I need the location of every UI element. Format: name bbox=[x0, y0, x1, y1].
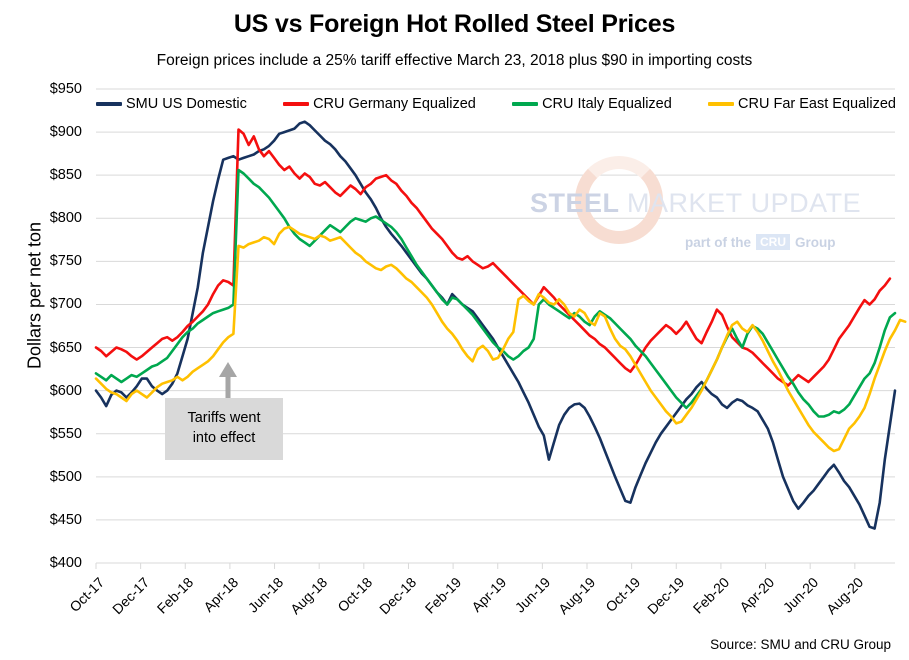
series-line-0 bbox=[94, 120, 897, 530]
y-tick-label: $650 bbox=[49, 339, 82, 356]
y-tick-label: $550 bbox=[49, 425, 82, 442]
y-tick-label: $600 bbox=[49, 382, 82, 399]
tariff-arrow-head bbox=[219, 362, 237, 377]
legend-item-cru-far-east[interactable]: CRU Far East Equalized bbox=[708, 96, 896, 112]
y-tick-label: $500 bbox=[49, 468, 82, 485]
y-tick-label: $750 bbox=[49, 253, 82, 270]
y-tick-label: $850 bbox=[49, 167, 82, 184]
legend-label-cru-germany: CRU Germany Equalized bbox=[313, 96, 476, 112]
legend-swatch-cru-far-east bbox=[708, 102, 735, 106]
y-tick-label: $450 bbox=[49, 511, 82, 528]
series-line-3 bbox=[94, 225, 907, 453]
tariff-annotation-line2: into effect bbox=[192, 430, 256, 446]
legend-item-cru-italy[interactable]: CRU Italy Equalized bbox=[512, 96, 672, 112]
tariff-annotation-box: Tariffs went into effect bbox=[165, 398, 283, 460]
series-line-1 bbox=[94, 128, 892, 387]
legend-item-cru-germany[interactable]: CRU Germany Equalized bbox=[283, 96, 476, 112]
y-axis-ticks: $400 $450 $500 $550 $600 $650 $700 $750 $800 $850… bbox=[20, 0, 82, 660]
legend-label-cru-far-east: CRU Far East Equalized bbox=[738, 96, 896, 112]
series-line-2 bbox=[94, 168, 897, 418]
chart-title: US vs Foreign Hot Rolled Steel Prices bbox=[233, 10, 676, 38]
legend-label-smu-us-domestic: SMU US Domestic bbox=[126, 96, 247, 112]
y-tick-label: $900 bbox=[49, 124, 82, 141]
chart-subtitle: Foreign prices include a 25% tariff effe… bbox=[156, 52, 753, 69]
legend-label-cru-italy: CRU Italy Equalized bbox=[542, 96, 672, 112]
y-tick-label: $700 bbox=[49, 296, 82, 313]
source-note: Source: SMU and CRU Group bbox=[710, 637, 891, 652]
y-tick-label: $400 bbox=[49, 555, 82, 571]
tariff-annotation-line1: Tariffs went bbox=[187, 410, 261, 427]
y-tick-label: $950 bbox=[49, 81, 82, 97]
y-tick-label: $800 bbox=[49, 210, 82, 227]
legend-item-smu-us-domestic[interactable]: SMU US Domestic bbox=[96, 96, 247, 112]
legend-swatch-cru-italy bbox=[512, 102, 539, 106]
chart-legend: SMU US Domestic CRU Germany Equalized CR… bbox=[96, 96, 896, 112]
legend-swatch-smu-us-domestic bbox=[96, 102, 122, 106]
legend-swatch-cru-germany bbox=[283, 102, 310, 106]
